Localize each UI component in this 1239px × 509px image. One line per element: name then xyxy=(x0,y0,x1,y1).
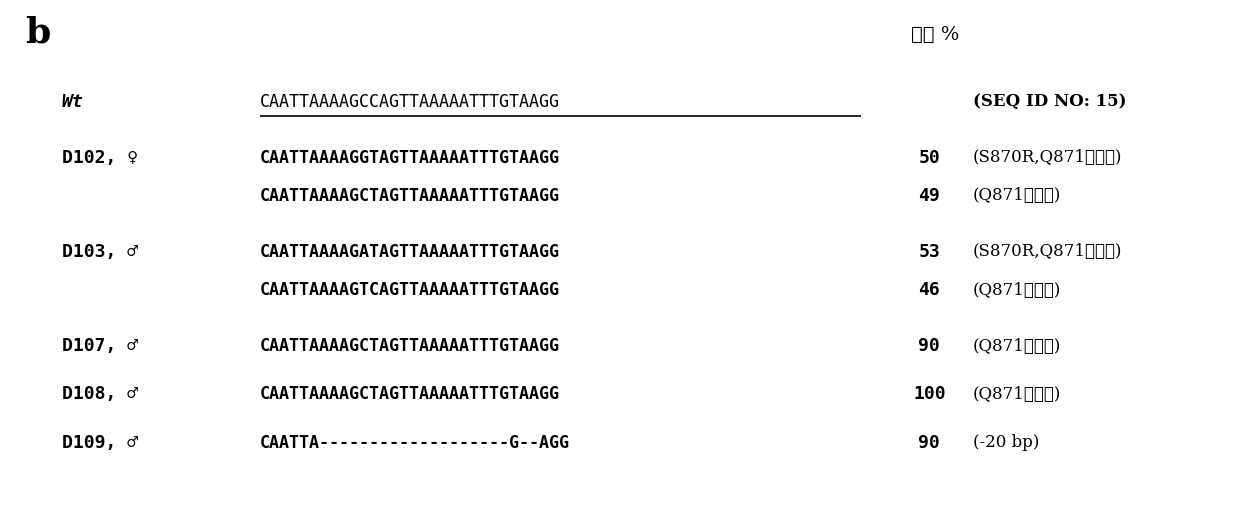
Text: (S870R,Q871终止子): (S870R,Q871终止子) xyxy=(973,243,1123,261)
Text: (-20 bp): (-20 bp) xyxy=(973,434,1040,451)
Text: (Q871终止子): (Q871终止子) xyxy=(973,187,1061,205)
Text: CAATTAAAAGATAGTTAAAAATTTGTAAGG: CAATTAAAAGATAGTTAAAAATTTGTAAGG xyxy=(260,243,560,261)
Text: 90: 90 xyxy=(918,434,940,452)
Text: 53: 53 xyxy=(918,243,940,261)
Text: (Q871终止子): (Q871终止子) xyxy=(973,281,1061,299)
Text: CAATTAAAAGCTAGTTAAAAATTTGTAAGG: CAATTAAAAGCTAGTTAAAAATTTGTAAGG xyxy=(260,187,560,205)
Text: CAATTAAAAGTCAGTTAAAAATTTGTAAGG: CAATTAAAAGTCAGTTAAAAATTTGTAAGG xyxy=(260,281,560,299)
Text: 100: 100 xyxy=(913,385,945,404)
Text: b: b xyxy=(25,15,50,49)
Text: CAATTA-------------------G--AGG: CAATTA-------------------G--AGG xyxy=(260,434,570,452)
Text: CAATTAAAAGCTAGTTAAAAATTTGTAAGG: CAATTAAAAGCTAGTTAAAAATTTGTAAGG xyxy=(260,337,560,355)
Text: Wt: Wt xyxy=(62,93,84,111)
Text: CAATTAAAAGGTAGTTAAAAATTTGTAAGG: CAATTAAAAGGTAGTTAAAAATTTGTAAGG xyxy=(260,149,560,167)
Text: CAATTAAAAGCCAGTTAAAAATTTGTAAGG: CAATTAAAAGCCAGTTAAAAATTTGTAAGG xyxy=(260,93,560,111)
Text: 频率 %: 频率 % xyxy=(911,25,959,43)
Text: (SEQ ID NO: 15): (SEQ ID NO: 15) xyxy=(973,93,1126,110)
Text: (S870R,Q871终止子): (S870R,Q871终止子) xyxy=(973,149,1123,166)
Text: CAATTAAAAGCTAGTTAAAAATTTGTAAGG: CAATTAAAAGCTAGTTAAAAATTTGTAAGG xyxy=(260,385,560,404)
Text: 90: 90 xyxy=(918,337,940,355)
Text: D102, ♀: D102, ♀ xyxy=(62,149,138,167)
Text: D103, ♂: D103, ♂ xyxy=(62,243,138,261)
Text: 46: 46 xyxy=(918,281,940,299)
Text: D107, ♂: D107, ♂ xyxy=(62,337,138,355)
Text: 50: 50 xyxy=(918,149,940,167)
Text: D109, ♂: D109, ♂ xyxy=(62,434,138,452)
Text: (Q871终止子): (Q871终止子) xyxy=(973,386,1061,403)
Text: 49: 49 xyxy=(918,187,940,205)
Text: D108, ♂: D108, ♂ xyxy=(62,385,138,404)
Text: (Q871终止子): (Q871终止子) xyxy=(973,337,1061,355)
